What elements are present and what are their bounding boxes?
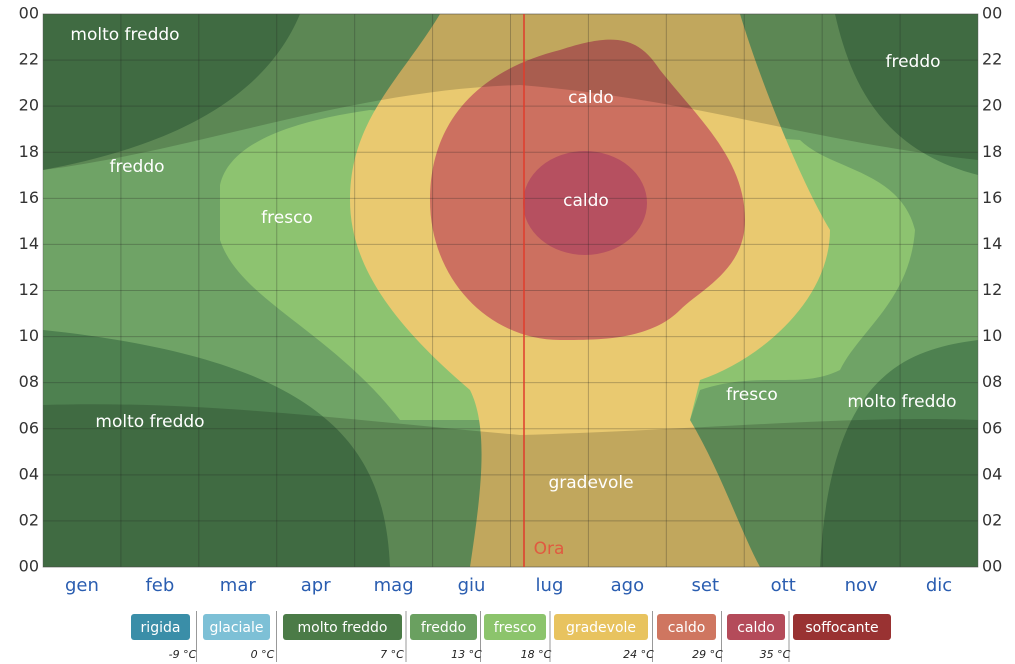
labels: 00 00 22 22 20 20 18 18 16 16 14 14 12 12 10 10 08 08 06 06… [19,4,1002,662]
region-label: fresco [726,385,778,405]
legend-label: glaciale [209,620,263,636]
legend-label: caldo [668,620,706,636]
y-tick-label: 14 [19,234,39,253]
y-tick-label-right: 22 [982,50,1002,69]
legend-swatch [657,614,716,640]
y-tick-label-right: 04 [982,464,1002,483]
legend-threshold: 18 °C [521,648,552,661]
legend-swatch [727,614,785,640]
y-tick-label: 06 [19,418,39,437]
x-tick-label: ott [771,575,796,596]
x-tick-label: nov [845,575,878,596]
y-tick-label-right: 06 [982,418,1002,437]
x-tick-label: set [692,575,720,596]
legend-swatch [484,614,546,640]
region-caldo-hot [523,151,647,255]
legend-swatch [203,614,270,640]
legend-label: rigida [141,620,181,636]
y-tick-label-right: 16 [982,188,1002,207]
night-shade [43,404,978,567]
plot-area [43,14,978,567]
now-label: Ora [534,539,565,559]
legend-threshold: 0 °C [251,648,275,661]
region-label: caldo [563,191,609,211]
legend-swatch [283,614,402,640]
region-label: caldo [568,88,614,108]
y-tick-label: 10 [19,326,39,345]
y-tick-label-right: 00 [982,4,1002,23]
region-label: gradevole [548,473,633,493]
plot-border [42,13,979,568]
y-tick-label-right: 14 [982,234,1002,253]
y-tick-label-right: 02 [982,510,1002,529]
y-tick-label-right: 00 [982,557,1002,576]
region-label: molto freddo [847,392,956,412]
x-tick-label: mar [220,575,257,596]
y-tick-label: 00 [19,4,39,23]
y-tick-label-right: 20 [982,96,1002,115]
legend-label: soffocante [805,620,878,636]
x-tick-label: mag [374,575,414,596]
legend-threshold: 7 °C [380,648,404,661]
x-tick-label: gen [65,575,99,596]
y-tick-label: 04 [19,464,39,483]
y-tick-label: 22 [19,50,39,69]
x-tick-label: giu [458,575,486,596]
region-label: fresco [261,208,313,228]
legend-threshold: 35 °C [760,648,791,661]
y-tick-label: 12 [19,280,39,299]
region-label: molto freddo [70,25,179,45]
legend-label: fresco [494,620,537,636]
region-label: molto freddo [95,412,204,432]
x-tick-label: dic [926,575,952,596]
legend-swatch [793,614,891,640]
y-tick-label: 18 [19,142,39,161]
legend-swatch [131,614,190,640]
x-tick-label: apr [301,575,331,596]
y-tick-label-right: 10 [982,326,1002,345]
y-tick-label: 08 [19,372,39,391]
y-tick-label: 20 [19,96,39,115]
legend-label: gradevole [566,620,636,636]
legend-swatch [554,614,648,640]
night-shade [43,14,978,170]
legend-label: molto freddo [298,620,388,636]
y-tick-label-right: 18 [982,142,1002,161]
legend-swatch [410,614,477,640]
region-label: freddo [109,157,164,177]
x-tick-label: lug [536,575,564,596]
x-tick-label: feb [145,575,174,596]
y-tick-label: 00 [19,557,39,576]
region-label: freddo [885,52,940,72]
y-tick-label: 02 [19,510,39,529]
grid [42,13,979,568]
y-tick-label-right: 12 [982,280,1002,299]
x-tick-label: ago [611,575,644,596]
legend-label: caldo [737,620,775,636]
legend-threshold: 29 °C [692,648,723,661]
legend-threshold: 13 °C [451,648,482,661]
y-tick-label-right: 08 [982,372,1002,391]
legend-threshold: -9 °C [169,648,197,661]
legend-label: freddo [421,620,466,636]
y-tick-label: 16 [19,188,39,207]
legend-threshold: 24 °C [623,648,654,661]
